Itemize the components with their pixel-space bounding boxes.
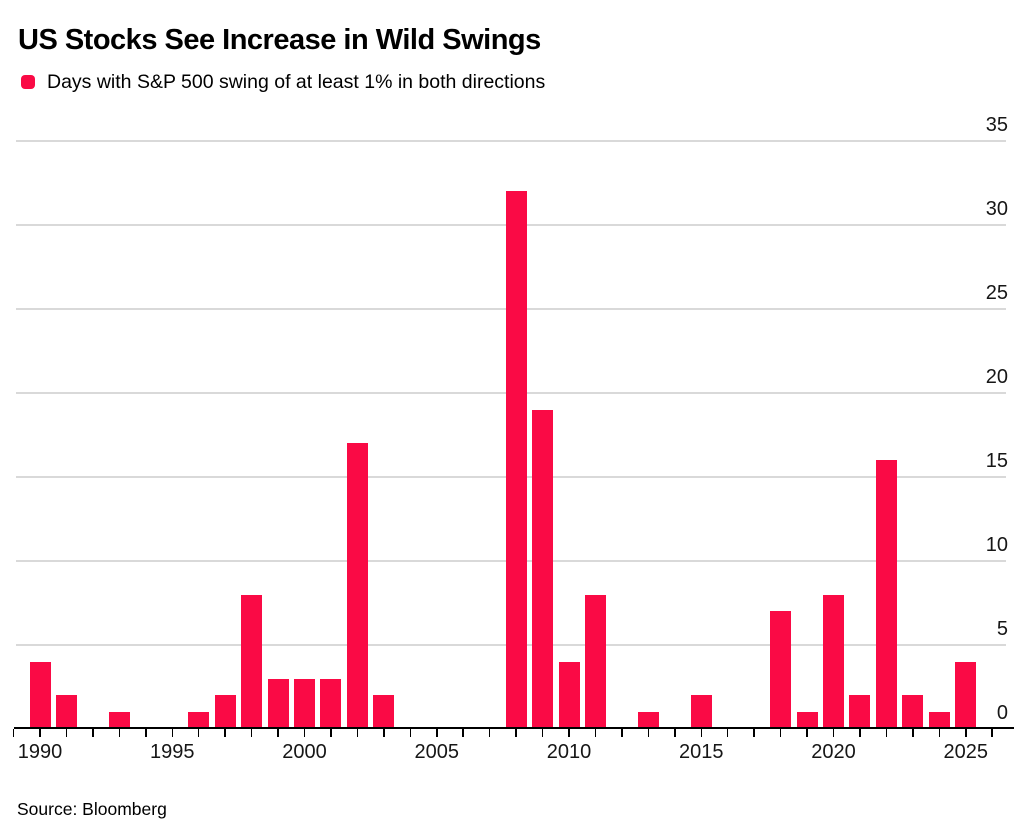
bar-2019 [796,712,818,729]
x-axis-tick-2014 [674,729,676,737]
x-axis-tick-2005 [436,729,438,737]
x-axis-tick-2019 [806,729,808,737]
x-axis-tick-1997 [224,729,226,737]
bar-2008 [505,191,527,729]
x-axis-label-2010: 2010 [546,741,592,763]
x-axis-label-2000: 2000 [282,741,327,763]
bar-1996 [188,712,210,729]
bar-1993 [108,712,130,729]
x-axis-tick-2004 [409,729,412,737]
x-axis-tick-1995 [171,729,173,737]
bar-2022 [875,460,897,729]
bar-2013 [637,712,659,729]
legend-swatch-icon [21,75,35,89]
x-axis-label-1995: 1995 [150,741,195,763]
x-axis-tick-2016 [726,729,729,737]
x-axis-tick-1996 [197,729,200,737]
legend: Days with S&P 500 swing of at least 1% i… [21,71,545,93]
y-axis-label-0: 0 [996,702,1008,724]
x-axis-tick-2012 [621,729,623,737]
bar-2015 [690,695,712,729]
x-axis-tick-1994 [145,729,147,737]
x-axis-label-2020: 2020 [811,741,856,763]
bar-2001 [320,678,342,729]
y-axis-label-20: 20 [985,366,1008,388]
x-axis-tick-1998 [250,729,253,737]
x-axis-tick-2017 [753,729,755,737]
x-axis-tick-2020 [832,729,835,737]
chart-title: US Stocks See Increase in Wild Swings [18,24,541,56]
y-axis-label-10: 10 [985,534,1008,556]
x-axis-tick-2023 [912,729,914,737]
bar-1990 [29,661,51,729]
x-axis-tick-2011 [594,729,597,737]
x-axis-tick-2008 [515,729,517,737]
x-axis-tick-2024 [938,729,941,737]
bar-2024 [928,712,950,729]
bar-2025 [955,661,977,729]
x-axis-label-1990: 1990 [17,741,63,763]
x-axis-tick-2000 [303,729,306,737]
x-axis-tick-2022 [885,729,888,737]
y-axis-label-30: 30 [985,198,1008,220]
x-axis-tick-2026 [991,729,993,737]
x-axis-tick-2010 [568,729,570,737]
bar-2002 [346,443,368,729]
bar-2018 [770,611,792,729]
x-axis-tick-2018 [779,729,782,737]
bar-1997 [214,695,236,729]
x-axis-tick-1993 [118,729,121,737]
bar-1998 [241,594,263,729]
x-axis-tick-1989 [12,729,15,737]
y-axis-label-15: 15 [985,450,1008,472]
x-axis-tick-2006 [462,729,464,737]
x-axis-tick-1999 [277,729,279,737]
bar-2000 [294,678,315,729]
bar-2021 [849,695,871,729]
bar-2010 [558,661,580,729]
bar-1991 [55,695,77,729]
x-axis-tick-2003 [383,729,385,737]
y-axis-label-5: 5 [996,618,1008,640]
bar-1999 [267,678,289,729]
bar-2011 [584,594,606,729]
x-axis-tick-2015 [700,729,702,737]
x-axis-tick-1991 [65,729,68,737]
bar-2023 [902,695,924,729]
x-axis-tick-2009 [541,729,544,737]
y-axis-label-25: 25 [985,282,1008,304]
source-note: Source: Bloomberg [17,799,167,819]
legend-label: Days with S&P 500 swing of at least 1% i… [47,70,546,93]
gridline-35 [16,140,1006,142]
bar-2003 [373,695,395,729]
x-axis-label-2005: 2005 [414,741,460,763]
x-axis-tick-1992 [92,729,94,737]
x-axis-tick-2001 [330,729,332,737]
bar-2020 [823,594,844,729]
y-axis-label-35: 35 [985,114,1008,136]
x-axis-label-2015: 2015 [679,741,724,763]
x-axis-tick-2002 [356,729,359,737]
x-axis-tick-2025 [965,729,967,737]
x-axis-label-2025: 2025 [943,741,989,763]
x-axis-tick-1990 [39,729,41,737]
x-axis-line [14,727,1014,729]
x-axis-tick-2021 [859,729,861,737]
x-axis-tick-2007 [488,729,491,737]
x-axis-tick-2013 [647,729,650,737]
bar-2009 [532,409,554,729]
